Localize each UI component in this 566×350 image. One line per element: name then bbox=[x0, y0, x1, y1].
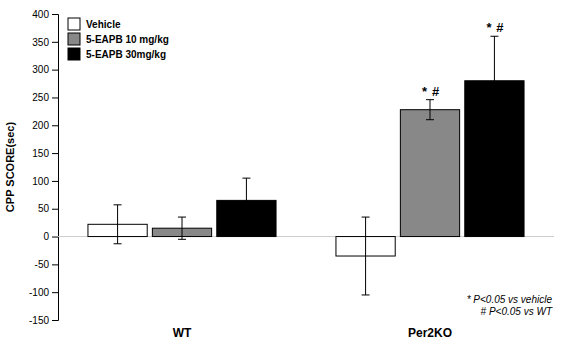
y-tick-label: 150 bbox=[32, 148, 49, 159]
y-tick-mark bbox=[52, 153, 58, 154]
legend-swatch bbox=[68, 18, 80, 30]
legend-item: Vehicle bbox=[68, 18, 121, 30]
y-tick-label: -100 bbox=[29, 287, 49, 298]
legend-label: 5-EAPB 30mg/kg bbox=[86, 49, 166, 60]
y-tick: 0 bbox=[43, 231, 58, 242]
marks bbox=[58, 36, 554, 295]
y-tick-mark bbox=[52, 181, 58, 182]
y-tick-label: 300 bbox=[32, 64, 49, 75]
y-tick-mark bbox=[52, 237, 58, 238]
bar-series bbox=[217, 81, 524, 237]
y-tick-label: 400 bbox=[32, 9, 49, 20]
y-tick: 50 bbox=[38, 203, 58, 214]
footnote: * P<0.05 vs vehicle bbox=[467, 294, 553, 305]
error-bar-cap bbox=[178, 217, 186, 218]
significance-mark: * bbox=[486, 20, 492, 35]
y-tick-mark bbox=[52, 14, 58, 15]
y-tick: 200 bbox=[32, 120, 58, 131]
y-tick-mark bbox=[52, 320, 58, 321]
legend-swatch bbox=[68, 48, 80, 60]
legend-label: 5-EAPB 10 mg/kg bbox=[86, 34, 169, 45]
y-tick: -100 bbox=[29, 287, 58, 298]
x-tick-label: WT bbox=[173, 326, 192, 340]
legend: Vehicle 5-EAPB 10 mg/kg 5-EAPB 30mg/kg bbox=[68, 18, 169, 60]
y-axis-line bbox=[52, 15, 59, 321]
error-bar-cap bbox=[242, 222, 250, 223]
error-bar bbox=[490, 36, 498, 125]
y-axis-title: CPP SCORE(sec) bbox=[4, 122, 16, 213]
significance-mark: * bbox=[422, 84, 428, 99]
error-bar-cap bbox=[362, 217, 370, 218]
y-tick: 150 bbox=[32, 148, 58, 159]
error-bar-cap bbox=[490, 125, 498, 126]
error-bar bbox=[426, 100, 434, 120]
bar bbox=[400, 110, 459, 237]
y-tick: -150 bbox=[29, 315, 58, 326]
footnotes: * P<0.05 vs vehicle# P<0.05 vs WT bbox=[467, 294, 553, 317]
error-bar-cap bbox=[362, 294, 370, 295]
y-tick: 250 bbox=[32, 92, 58, 103]
legend-label: Vehicle bbox=[86, 19, 121, 30]
chart: -150 -100 -50 0 50 100 150 200 250 300 350 400 CPP S… bbox=[0, 0, 566, 350]
x-tick-label: Per2KO bbox=[408, 326, 452, 340]
error-bar-cap bbox=[426, 119, 434, 120]
y-axis: -150 -100 -50 0 50 100 150 200 250 300 350 400 bbox=[29, 9, 59, 326]
bar-series bbox=[152, 110, 459, 237]
y-tick: 300 bbox=[32, 64, 58, 75]
y-tick-label: -50 bbox=[35, 259, 50, 270]
y-tick-label: 200 bbox=[32, 120, 49, 131]
error-bar-cap bbox=[242, 178, 250, 179]
error-bar bbox=[114, 205, 122, 244]
significance-mark: # bbox=[432, 84, 440, 99]
error-bar-cap bbox=[426, 99, 434, 100]
y-tick-mark bbox=[52, 209, 58, 210]
x-tick: WT bbox=[173, 326, 192, 340]
y-tick-mark bbox=[52, 264, 58, 265]
error-bar-cap bbox=[114, 204, 122, 205]
error-bar-stem bbox=[494, 36, 495, 125]
legend-item: 5-EAPB 30mg/kg bbox=[68, 48, 166, 60]
error-bar bbox=[362, 217, 370, 295]
y-tick-mark bbox=[52, 292, 58, 293]
y-tick: -50 bbox=[35, 259, 58, 270]
y-tick-label: 350 bbox=[32, 37, 49, 48]
error-bar-cap bbox=[490, 36, 498, 37]
significance-mark: # bbox=[496, 20, 504, 35]
error-bar-stem bbox=[182, 217, 183, 239]
y-tick-label: -150 bbox=[29, 315, 49, 326]
y-tick-mark bbox=[52, 42, 58, 43]
y-tick: 350 bbox=[32, 37, 58, 48]
y-tick-label: 250 bbox=[32, 92, 49, 103]
error-bar-cap bbox=[178, 239, 186, 240]
error-bar-cap bbox=[114, 243, 122, 244]
y-tick-label: 0 bbox=[43, 231, 49, 242]
error-bar-stem bbox=[365, 217, 366, 295]
y-tick-label: 100 bbox=[32, 176, 49, 187]
error-bar-stem bbox=[430, 100, 431, 120]
footnote: # P<0.05 vs WT bbox=[481, 306, 553, 317]
y-tick: 400 bbox=[32, 9, 58, 20]
y-tick-mark bbox=[52, 125, 58, 126]
x-axis: WT Per2KO bbox=[173, 326, 452, 340]
annotations: * # * # bbox=[422, 20, 504, 98]
error-bar-stem bbox=[117, 205, 118, 244]
y-tick: 100 bbox=[32, 176, 58, 187]
plot-area: -150 -100 -50 0 50 100 150 200 250 300 350 400 CPP S… bbox=[4, 9, 554, 340]
error-bar bbox=[178, 217, 186, 239]
error-bar bbox=[242, 178, 250, 223]
x-tick: Per2KO bbox=[408, 326, 452, 340]
y-tick-mark bbox=[52, 97, 58, 98]
y-tick-label: 50 bbox=[38, 203, 50, 214]
y-tick-mark bbox=[52, 70, 58, 71]
legend-item: 5-EAPB 10 mg/kg bbox=[68, 33, 169, 45]
error-bar-stem bbox=[246, 178, 247, 223]
legend-swatch bbox=[68, 33, 80, 45]
